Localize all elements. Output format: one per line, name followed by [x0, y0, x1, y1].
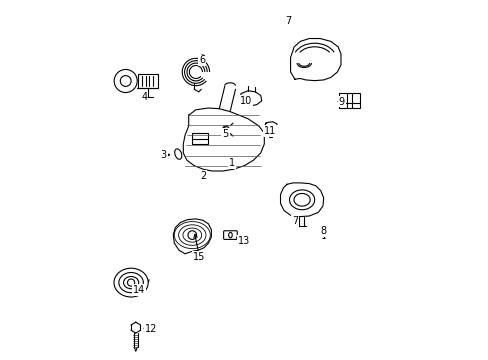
Text: 11: 11: [264, 126, 276, 136]
Text: 2: 2: [200, 171, 206, 181]
Text: 8: 8: [320, 226, 326, 236]
Text: 13: 13: [238, 236, 250, 246]
Text: 5: 5: [222, 129, 228, 139]
Text: 10: 10: [240, 96, 252, 106]
Text: 3: 3: [161, 150, 166, 160]
Text: 4: 4: [141, 92, 147, 102]
Text: 9: 9: [338, 96, 344, 107]
Text: 15: 15: [193, 252, 205, 262]
Text: 14: 14: [133, 285, 145, 295]
Bar: [192, 133, 208, 144]
Bar: [338, 93, 360, 108]
Text: 6: 6: [199, 55, 204, 66]
Text: 7: 7: [291, 216, 297, 226]
Text: 7: 7: [285, 16, 291, 26]
Text: 1: 1: [228, 158, 234, 168]
Text: 12: 12: [144, 324, 157, 334]
